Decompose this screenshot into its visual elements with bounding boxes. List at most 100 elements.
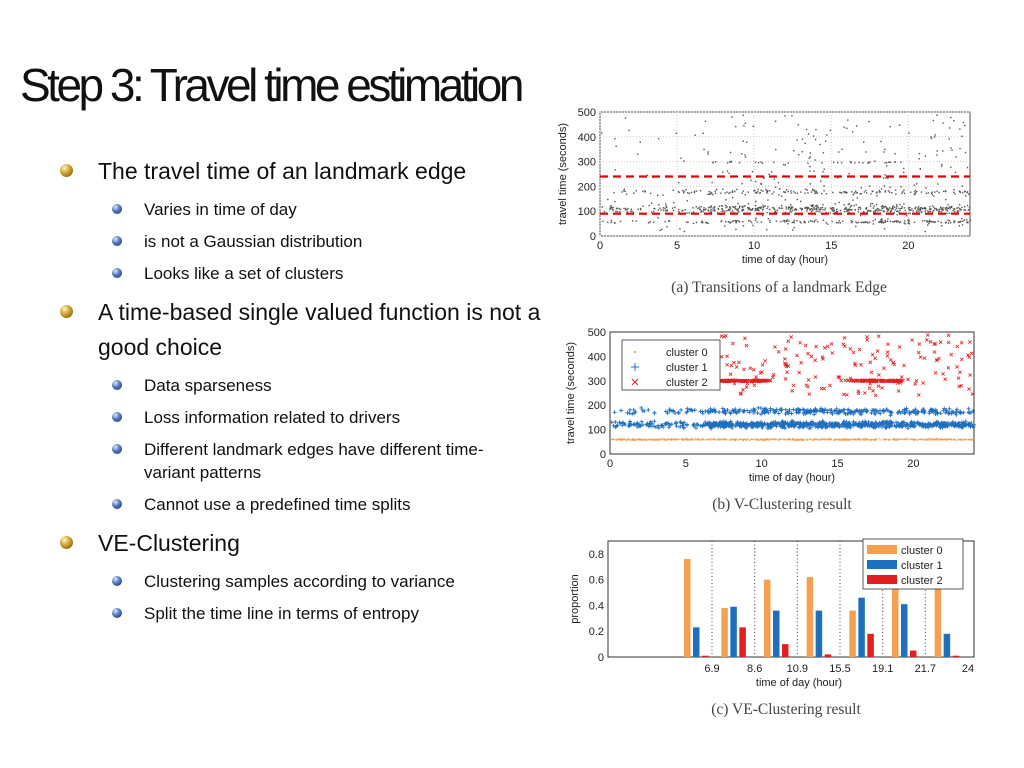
data-point	[707, 193, 709, 196]
x-tick-label: 10	[756, 458, 768, 470]
cluster-1-point	[707, 421, 712, 426]
cluster-2-point	[830, 351, 835, 355]
sub-bullet-text: Different landmark edges have different …	[144, 440, 484, 482]
cluster-0-point	[867, 438, 870, 441]
data-point	[808, 221, 810, 223]
cluster-0-point	[649, 439, 651, 441]
data-point	[649, 192, 652, 195]
data-point	[795, 209, 798, 211]
data-point	[787, 223, 789, 225]
data-point	[731, 209, 734, 212]
data-point	[835, 210, 838, 212]
data-point	[715, 161, 717, 163]
data-point	[945, 208, 947, 211]
data-point	[917, 207, 919, 209]
cluster-1-point	[873, 420, 878, 425]
data-point	[787, 206, 790, 208]
cluster-1-point	[728, 423, 733, 428]
data-point	[765, 188, 767, 191]
data-point	[855, 221, 857, 223]
data-point	[640, 208, 642, 211]
data-point	[896, 205, 898, 208]
data-point	[664, 207, 666, 209]
cluster-0-point	[641, 439, 644, 442]
cluster-0-point	[901, 438, 903, 440]
data-point	[962, 191, 964, 194]
data-point	[793, 226, 795, 229]
data-point	[895, 193, 897, 195]
data-point	[729, 208, 731, 211]
bar	[824, 654, 832, 657]
cluster-2-point	[819, 386, 824, 391]
cluster-0-point	[799, 438, 801, 440]
data-point	[818, 208, 820, 211]
data-point	[680, 157, 682, 159]
data-point	[800, 191, 802, 193]
y-tick-label: 0.2	[589, 626, 604, 638]
cluster-2-point	[969, 351, 974, 356]
data-point	[944, 207, 946, 209]
cluster-2-point	[886, 342, 890, 347]
data-point	[700, 206, 702, 208]
cluster-1-point	[851, 419, 856, 424]
cluster-0-point	[621, 439, 624, 441]
cluster-1-point	[869, 411, 874, 416]
data-point	[736, 208, 738, 211]
cluster-0-point	[798, 439, 800, 441]
legend-swatch	[867, 545, 897, 554]
data-point	[817, 207, 820, 209]
bar	[901, 604, 908, 657]
data-point	[637, 153, 639, 155]
x-tick-label: 19.1	[872, 663, 893, 675]
cluster-2-point	[959, 357, 964, 362]
y-axis-label: travel time (seconds)	[557, 123, 569, 225]
cluster-2-point	[742, 367, 746, 372]
cluster-0-point	[919, 438, 922, 440]
data-point	[796, 220, 798, 222]
cluster-0-point	[800, 438, 803, 441]
cluster-0-point	[894, 438, 896, 440]
data-point	[908, 132, 910, 134]
cluster-2-point	[813, 358, 818, 363]
data-point	[851, 191, 853, 193]
data-point	[863, 191, 866, 193]
cluster-0-point	[777, 438, 779, 440]
y-tick-label: 300	[588, 376, 606, 388]
data-point	[896, 203, 898, 206]
sub-bullet: Different landmark edges have different …	[60, 438, 484, 484]
cluster-0-point	[857, 438, 859, 440]
data-point	[940, 210, 942, 213]
data-point	[880, 205, 883, 208]
data-point	[695, 206, 697, 208]
data-point	[823, 185, 825, 187]
data-point	[724, 225, 726, 227]
data-point	[743, 205, 745, 208]
cluster-1-point	[613, 420, 618, 425]
data-point	[762, 190, 764, 192]
data-point	[613, 191, 615, 194]
cluster-1-point	[840, 422, 845, 427]
data-point	[813, 170, 815, 172]
data-point	[619, 208, 622, 211]
data-point	[793, 191, 795, 193]
data-point	[688, 212, 690, 214]
cluster-1-point	[673, 411, 678, 416]
data-point	[928, 219, 931, 221]
figure-caption: (b) V-Clustering result	[712, 496, 852, 513]
cluster-0-point	[784, 438, 786, 441]
data-point	[878, 209, 881, 211]
cluster-1-point	[646, 408, 651, 413]
cluster-0-point	[837, 439, 839, 441]
cluster-0-point	[888, 438, 890, 441]
data-point	[777, 181, 780, 184]
data-point	[692, 222, 695, 225]
data-point	[756, 221, 758, 223]
data-point	[822, 152, 825, 154]
cluster-1-point	[889, 423, 894, 428]
data-point	[769, 219, 771, 222]
data-point	[610, 221, 613, 223]
cluster-2-point	[734, 378, 739, 383]
cluster-0-point	[615, 439, 617, 441]
data-point	[868, 221, 871, 224]
cluster-1-point	[966, 406, 971, 411]
